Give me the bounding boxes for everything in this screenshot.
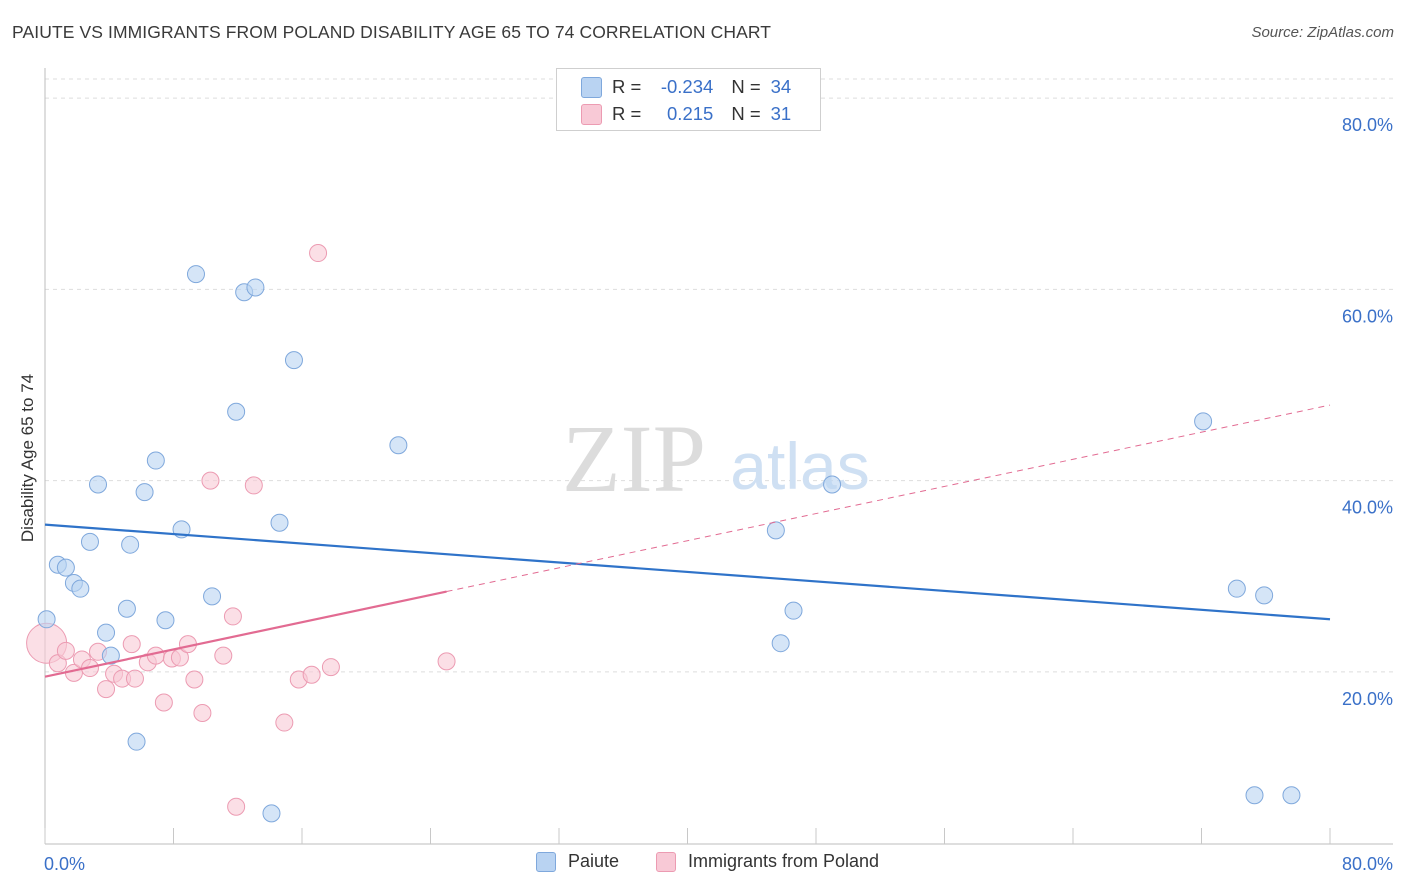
data-point-poland	[97, 680, 116, 699]
data-point-paiute	[246, 278, 265, 297]
trend-line-poland	[44, 590, 447, 678]
data-point-paiute	[56, 558, 75, 577]
data-point-poland	[154, 693, 173, 712]
data-point-poland	[193, 703, 212, 722]
stats-row-poland: R = 0.215 N = 31	[581, 101, 791, 127]
series-legend: Paiute Immigrants from Poland	[0, 851, 1406, 879]
data-point-paiute	[823, 475, 842, 494]
legend-item-poland: Immigrants from Poland	[656, 851, 879, 872]
data-point-paiute	[146, 451, 165, 470]
data-point-paiute	[784, 601, 803, 620]
data-point-paiute	[37, 610, 56, 629]
n-value: 34	[770, 76, 792, 97]
data-point-paiute	[771, 634, 790, 653]
data-point-paiute	[284, 351, 303, 370]
n-label: N =	[731, 76, 761, 97]
data-point-poland	[214, 646, 233, 665]
r-label: R =	[612, 103, 642, 124]
data-point-paiute	[1282, 786, 1301, 805]
data-point-paiute	[389, 436, 408, 455]
r-value: 0.215	[667, 103, 714, 124]
trend-line-poland-extension	[446, 404, 1331, 593]
y-tick-label: 20.0%	[1342, 689, 1393, 709]
x-tick-label: 80.0%	[1342, 854, 1393, 874]
source-label: Source: ZipAtlas.com	[1251, 24, 1394, 41]
watermark: ZIP atlas	[562, 405, 870, 512]
data-point-paiute	[80, 532, 99, 551]
data-point-poland	[309, 244, 328, 263]
data-point-poland	[56, 641, 75, 660]
data-point-paiute	[186, 265, 205, 284]
series-immigrants-from-poland-points	[26, 244, 456, 816]
data-point-poland	[122, 635, 141, 654]
data-point-paiute	[766, 521, 785, 540]
data-point-paiute	[1194, 412, 1213, 431]
data-point-poland	[201, 471, 220, 490]
data-point-paiute	[156, 611, 175, 630]
data-point-paiute	[121, 535, 140, 554]
data-point-paiute	[127, 732, 146, 751]
data-point-paiute	[117, 599, 136, 618]
n-value: 31	[770, 103, 792, 124]
watermark-zip: ZIP	[562, 405, 706, 512]
data-point-paiute	[89, 475, 108, 494]
chart-title: PAIUTE VS IMMIGRANTS FROM POLAND DISABIL…	[12, 22, 772, 42]
legend-label: Paiute	[568, 851, 620, 871]
data-point-paiute	[1245, 786, 1264, 805]
trend-line-paiute	[44, 523, 1331, 621]
poland-swatch	[581, 103, 602, 125]
legend-item-paiute: Paiute	[536, 851, 619, 872]
stats-row-paiute: R = -0.234 N = 34	[581, 74, 791, 100]
data-point-paiute	[71, 579, 90, 598]
data-point-paiute	[227, 402, 246, 421]
data-point-poland	[321, 658, 340, 677]
data-point-poland	[302, 665, 321, 684]
series-paiute-points	[37, 265, 1301, 823]
data-point-paiute	[203, 587, 222, 606]
data-point-paiute	[135, 483, 154, 502]
n-label: N =	[731, 103, 761, 124]
axes	[44, 68, 1393, 845]
tick-labels: 20.0% 40.0% 60.0% 80.0% 0.0% 80.0%	[44, 115, 1393, 874]
data-point-paiute	[101, 646, 120, 665]
y-tick-label: 60.0%	[1342, 306, 1393, 326]
data-point-poland	[275, 713, 294, 732]
y-tick-label: 80.0%	[1342, 115, 1393, 135]
data-point-poland	[244, 476, 263, 495]
data-point-poland	[437, 652, 456, 671]
gridlines	[45, 78, 1393, 673]
trend-lines	[44, 404, 1331, 678]
data-point-poland	[185, 670, 204, 689]
data-point-paiute	[97, 623, 116, 642]
paiute-swatch	[536, 851, 556, 872]
r-value: -0.234	[660, 76, 714, 97]
data-point-poland	[223, 607, 242, 626]
paiute-swatch	[581, 76, 602, 98]
data-point-paiute	[1227, 579, 1246, 598]
y-tick-label: 40.0%	[1342, 498, 1393, 518]
data-point-poland	[146, 646, 165, 665]
watermark-atlas: atlas	[730, 429, 869, 503]
r-label: R =	[612, 76, 642, 97]
x-tick-label: 0.0%	[44, 854, 85, 874]
data-point-paiute	[262, 804, 281, 823]
data-point-paiute	[1255, 586, 1274, 605]
legend-label: Immigrants from Poland	[688, 851, 880, 871]
poland-swatch	[656, 851, 676, 872]
data-point-paiute	[270, 513, 289, 532]
data-point-poland	[227, 797, 246, 816]
data-point-poland	[125, 669, 144, 688]
stats-legend: R = -0.234 N = 34 R = 0.215 N = 31	[556, 68, 821, 131]
